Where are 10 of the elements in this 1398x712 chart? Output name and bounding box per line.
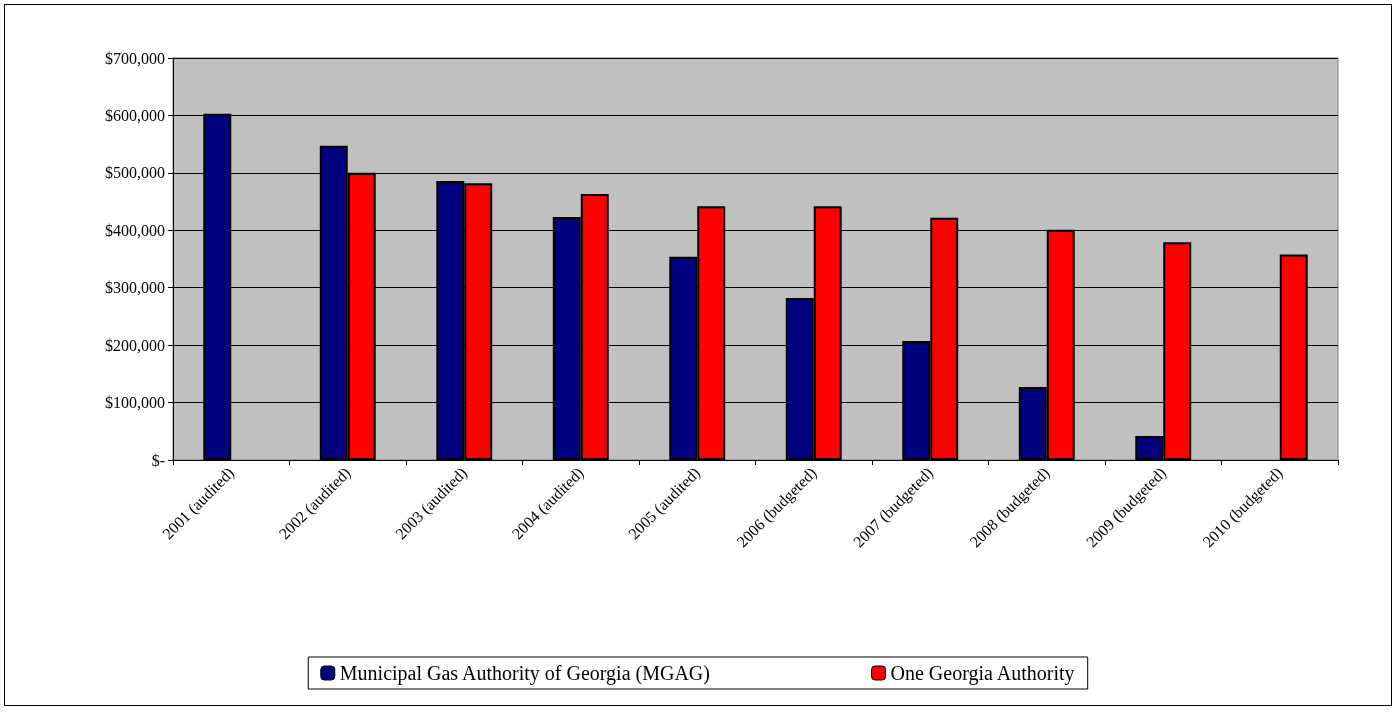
y-tick-label: $600,000 [105, 106, 165, 124]
y-tick-label: $200,000 [105, 336, 165, 354]
legend-label: One Georgia Authority [890, 662, 1075, 685]
y-tick-label: $100,000 [105, 394, 165, 412]
legend-label: Municipal Gas Authority of Georgia (MGAG) [339, 662, 710, 685]
y-tick-label: $300,000 [105, 279, 165, 297]
y-tick-label: $500,000 [105, 164, 165, 182]
y-tick-label: $700,000 [105, 49, 165, 67]
y-tick-label: $- [151, 451, 165, 469]
y-tick-label: $400,000 [105, 221, 165, 239]
